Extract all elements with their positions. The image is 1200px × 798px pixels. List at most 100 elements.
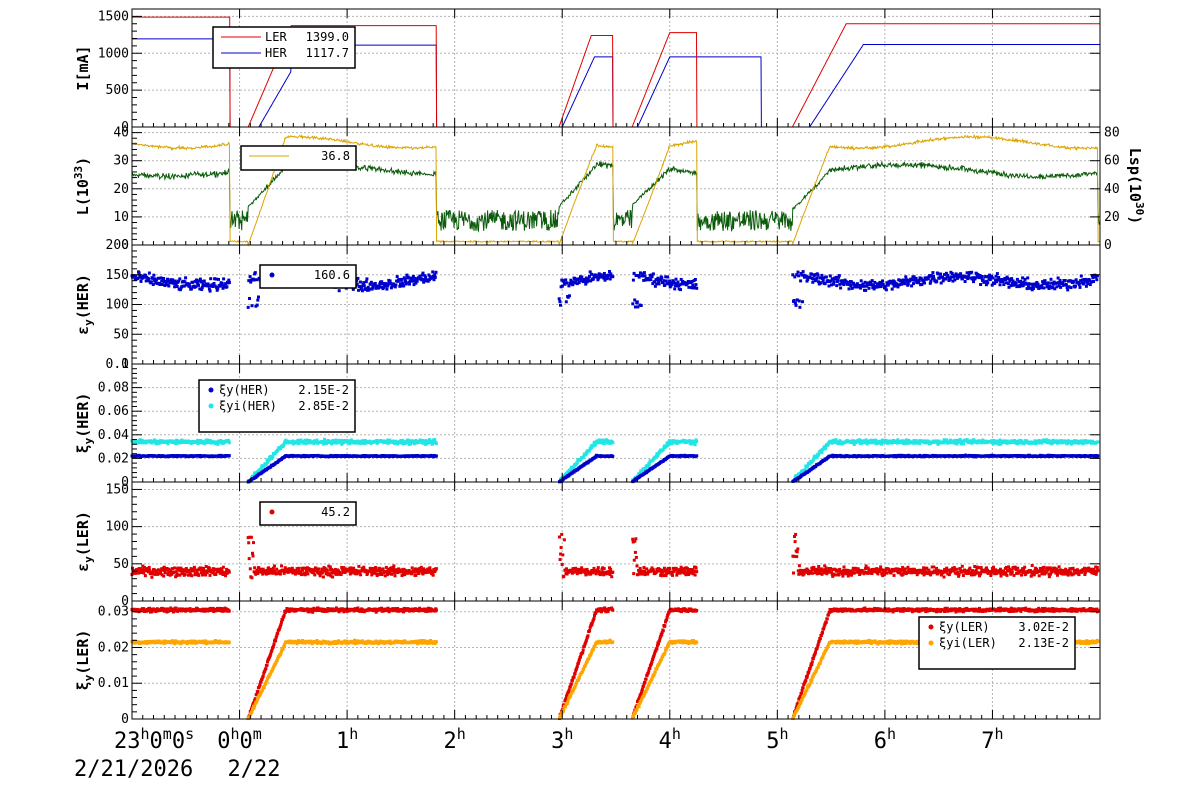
- ler-emittance-point: [675, 573, 679, 577]
- her-emittance-point: [369, 280, 373, 284]
- her-emittance-point: [1027, 282, 1031, 286]
- ler-emittance-point: [992, 565, 995, 569]
- her-emittance-point: [368, 287, 371, 291]
- ler-emittance-point: [793, 540, 797, 544]
- her-emittance-point: [930, 277, 934, 281]
- her-emittance-point: [151, 276, 155, 280]
- ler-emittance-point: [602, 567, 606, 571]
- ler-emittance-point: [684, 573, 688, 577]
- ler-emittance-point: [793, 535, 796, 538]
- her-tuneshift-i-point: [339, 439, 343, 443]
- her-tuneshift-i-point: [998, 438, 1002, 442]
- ler-emittance-point: [340, 567, 344, 571]
- ler-emittance-point: [927, 568, 931, 572]
- ler-emittance-point: [901, 565, 905, 569]
- her-emittance-point: [431, 274, 435, 278]
- her-emittance-point: [384, 282, 388, 286]
- her-tuneshift-i-point: [971, 441, 975, 445]
- her-emittance-point: [884, 284, 888, 288]
- her-emittance-point: [1078, 285, 1082, 289]
- ler-emittance-point: [1005, 573, 1009, 577]
- ler-emittance-point: [181, 570, 185, 574]
- her-emittance-point: [608, 270, 611, 273]
- ler-emittance-point: [799, 568, 802, 572]
- ler-emittance-point: [596, 568, 600, 572]
- ler-emittance-point: [671, 573, 674, 577]
- her-emittance-point: [155, 278, 158, 282]
- ler-emittance-point: [390, 572, 394, 576]
- her-tuneshift-i-point: [1015, 439, 1019, 443]
- ler-emittance-point: [694, 566, 698, 570]
- ler-emittance-point: [150, 570, 154, 574]
- her-emittance-point: [974, 276, 977, 280]
- her-emittance-point: [411, 274, 415, 278]
- ler-emittance-point: [792, 554, 796, 558]
- ler-emittance-point: [166, 568, 169, 572]
- ler-emittance-point: [370, 570, 374, 574]
- her-emittance-point: [633, 305, 637, 309]
- her-emittance-point: [217, 277, 220, 281]
- her-emittance-point: [963, 280, 967, 283]
- her-emittance-point: [635, 300, 639, 304]
- ler-emittance-point: [305, 566, 309, 570]
- her-emittance-point: [951, 279, 955, 283]
- her-tuneshift-i-point: [907, 441, 911, 445]
- her-emittance-point: [602, 272, 606, 275]
- ler-emittance-point: [637, 569, 641, 573]
- her-emittance-point: [847, 287, 851, 291]
- ler-emittance-point: [960, 564, 964, 568]
- her-tuneshift-i-point: [430, 439, 433, 443]
- her-emittance-point: [252, 278, 256, 282]
- ler-emittance-point: [1016, 566, 1020, 570]
- her-emittance-point: [1057, 281, 1061, 285]
- ler-emittance-point: [391, 568, 395, 572]
- ler-emittance-point: [798, 570, 802, 574]
- her-emittance-point: [195, 278, 198, 282]
- ler-emittance-point: [654, 570, 658, 574]
- her-emittance-point: [922, 279, 926, 283]
- her-emittance-point: [863, 280, 867, 284]
- ler-emittance-point: [303, 573, 307, 577]
- ler-emittance-point: [638, 566, 642, 570]
- ler-emittance-point: [892, 569, 895, 573]
- her-emittance-point: [631, 302, 635, 306]
- her-emittance-point: [928, 274, 932, 278]
- ler-emittance-point: [826, 568, 830, 572]
- her-emittance-point: [950, 272, 954, 275]
- her-emittance-point: [402, 284, 406, 288]
- ler-emittance-point: [974, 568, 978, 572]
- her-emittance-point: [964, 275, 968, 279]
- her-emittance-point: [994, 274, 998, 278]
- ler-emittance-point: [643, 569, 646, 573]
- her-tuneshift-i-point: [895, 441, 899, 445]
- her-tuneshift-i-point: [958, 438, 962, 441]
- ler-emittance-point: [403, 573, 407, 577]
- ler-emittance-point: [811, 571, 815, 575]
- her-tuneshift-i-point: [386, 438, 390, 442]
- her-emittance-point: [589, 279, 593, 283]
- her-emittance-point: [835, 284, 839, 288]
- her-emittance-point: [680, 282, 684, 286]
- ler-emittance-point: [792, 571, 795, 575]
- ler-emittance-point: [692, 570, 696, 573]
- ler-emittance-point: [170, 572, 174, 576]
- her-emittance-point: [931, 271, 935, 275]
- ler-emittance-point: [659, 573, 663, 577]
- ler-emittance-point: [958, 567, 962, 571]
- ler-emittance-point: [328, 565, 332, 569]
- her-emittance-point: [152, 273, 156, 277]
- ler-emittance-point: [410, 566, 414, 570]
- her-emittance-point: [861, 282, 865, 286]
- her-emittance-point: [1090, 274, 1094, 278]
- ler-emittance-point: [327, 572, 331, 576]
- ler-emittance-point: [301, 568, 304, 572]
- ler-emittance-point: [973, 572, 977, 576]
- ler-emittance-point: [167, 567, 171, 571]
- her-emittance-point: [1041, 280, 1045, 284]
- her-tuneshift-i-point: [644, 467, 648, 471]
- her-emittance-point: [935, 279, 939, 283]
- her-tuneshift-i-point: [155, 442, 159, 446]
- ler-emittance-point: [662, 566, 666, 570]
- ler-emittance-point: [796, 547, 800, 551]
- ler-emittance-point: [184, 568, 188, 572]
